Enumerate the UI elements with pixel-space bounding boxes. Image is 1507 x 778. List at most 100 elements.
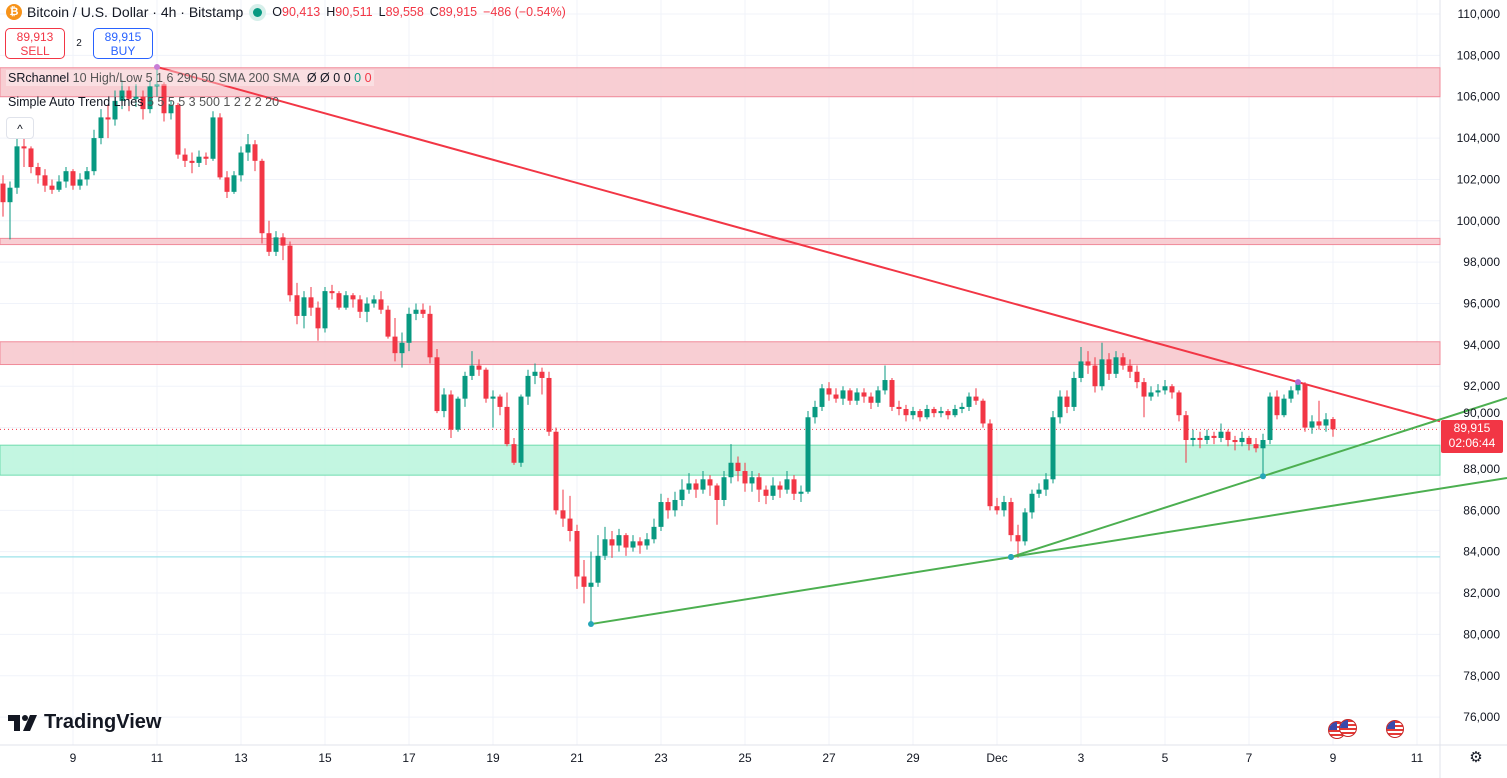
candle-down: [714, 485, 720, 500]
candle-up: [672, 499, 678, 511]
candle-up: [630, 541, 636, 548]
us-flag-icon[interactable]: [1339, 719, 1357, 737]
tradingview-logo[interactable]: TradingView: [8, 711, 161, 734]
price-axis-label: 96,000: [1463, 297, 1500, 311]
candle-down: [511, 444, 517, 463]
candle-up: [518, 396, 524, 463]
candle-down: [1197, 437, 1203, 441]
candle-up: [1162, 386, 1168, 391]
candle-up: [441, 394, 447, 412]
candle-up: [399, 342, 405, 354]
candle-down: [896, 406, 902, 409]
candle-down: [1176, 392, 1182, 416]
candle-down: [1169, 386, 1175, 393]
candle-up: [686, 483, 692, 490]
candle-up: [651, 526, 657, 540]
candle-down: [483, 369, 489, 399]
candle-down: [742, 471, 748, 484]
candle-up: [721, 477, 727, 500]
price-axis-label: 108,000: [1457, 48, 1501, 62]
candle-down: [665, 502, 671, 511]
candle-down: [280, 237, 286, 246]
candle-up: [595, 555, 601, 583]
candle-up: [1267, 396, 1273, 441]
candle-down: [1246, 437, 1252, 445]
candle-up: [1295, 384, 1301, 391]
time-axis-label: 13: [234, 751, 248, 765]
price-axis-label: 110,000: [1458, 7, 1501, 21]
candle-down: [35, 167, 41, 176]
time-axis-label: 19: [486, 751, 500, 765]
candle-down: [917, 411, 923, 418]
candle-down: [350, 295, 356, 300]
candle-up: [238, 152, 244, 176]
candle-down: [336, 293, 342, 308]
time-axis-label: 5: [1162, 751, 1169, 765]
buy-button[interactable]: 89,915 BUY: [93, 28, 153, 59]
candle-up: [679, 489, 685, 500]
candle-down: [252, 144, 258, 161]
candle-down: [553, 431, 559, 511]
indicator-srchannel[interactable]: SRchannel 10 High/Low 5 1 6 290 50 SMA 2…: [6, 70, 374, 86]
candle-up: [784, 479, 790, 490]
candle-up: [371, 299, 377, 304]
candle-down: [203, 156, 209, 159]
price-axis-label: 90,000: [1463, 406, 1500, 420]
time-axis-label: 3: [1078, 751, 1085, 765]
trade-buttons: 89,913 SELL 2 89,915 BUY: [5, 28, 153, 59]
candle-up: [1043, 479, 1049, 490]
gear-icon[interactable]: ⚙: [1469, 749, 1483, 766]
candle-down: [987, 423, 993, 507]
candle-up: [924, 408, 930, 418]
candle-up: [882, 380, 888, 391]
candle-down: [1127, 365, 1133, 372]
uptrend-line: [1010, 396, 1507, 559]
candle-up: [616, 535, 622, 546]
candle-up: [196, 156, 202, 163]
price-axis-label: 92,000: [1463, 379, 1500, 393]
price-axis-label: 94,000: [1463, 338, 1500, 352]
candle-up: [168, 104, 174, 114]
price-axis-label: 76,000: [1463, 710, 1500, 724]
candle-down: [1183, 415, 1189, 441]
candle-down: [763, 489, 769, 496]
candle-down: [777, 485, 783, 490]
uptrend-line: [590, 476, 1507, 626]
price-axis-label: 78,000: [1463, 669, 1500, 683]
tradingview-logo-icon: [8, 714, 37, 731]
candle-down: [70, 171, 76, 186]
candle-down: [1274, 396, 1280, 416]
candle-down: [574, 531, 580, 577]
candle-up: [77, 179, 83, 186]
candle-down: [378, 299, 384, 310]
candle-up: [700, 479, 706, 490]
us-flag-icon[interactable]: [1386, 720, 1404, 738]
sell-button[interactable]: 89,913 SELL: [5, 28, 65, 59]
bitcoin-icon: ₿: [6, 4, 22, 20]
candle-down: [1085, 361, 1091, 366]
candle-down: [385, 309, 391, 337]
candle-down: [287, 245, 293, 296]
resistance-zone: [0, 67, 1441, 98]
candle-down: [0, 183, 6, 203]
resistance-zone: [0, 341, 1441, 366]
candle-down: [1211, 435, 1217, 438]
candle-down: [140, 96, 146, 110]
symbol-title[interactable]: Bitcoin / U.S. Dollar · 4h · Bitstamp: [27, 4, 244, 20]
candle-up: [1309, 421, 1315, 428]
candle-down: [1120, 357, 1126, 366]
candle-down: [434, 357, 440, 412]
ohlc-close: C89,915: [429, 5, 478, 19]
candle-up: [602, 539, 608, 556]
candle-down: [497, 396, 503, 407]
candle-up: [406, 313, 412, 343]
candle-up: [413, 309, 419, 314]
candle-down: [21, 146, 27, 149]
chevron-up-icon[interactable]: ^: [6, 117, 34, 139]
candle-up: [875, 390, 881, 403]
candle-down: [1330, 419, 1336, 430]
indicator-auto-trend-lines[interactable]: Simple Auto Trend Lines 5 5 5 5 3 500 1 …: [8, 95, 280, 109]
candle-down: [1232, 440, 1238, 443]
candle-up: [490, 396, 496, 399]
